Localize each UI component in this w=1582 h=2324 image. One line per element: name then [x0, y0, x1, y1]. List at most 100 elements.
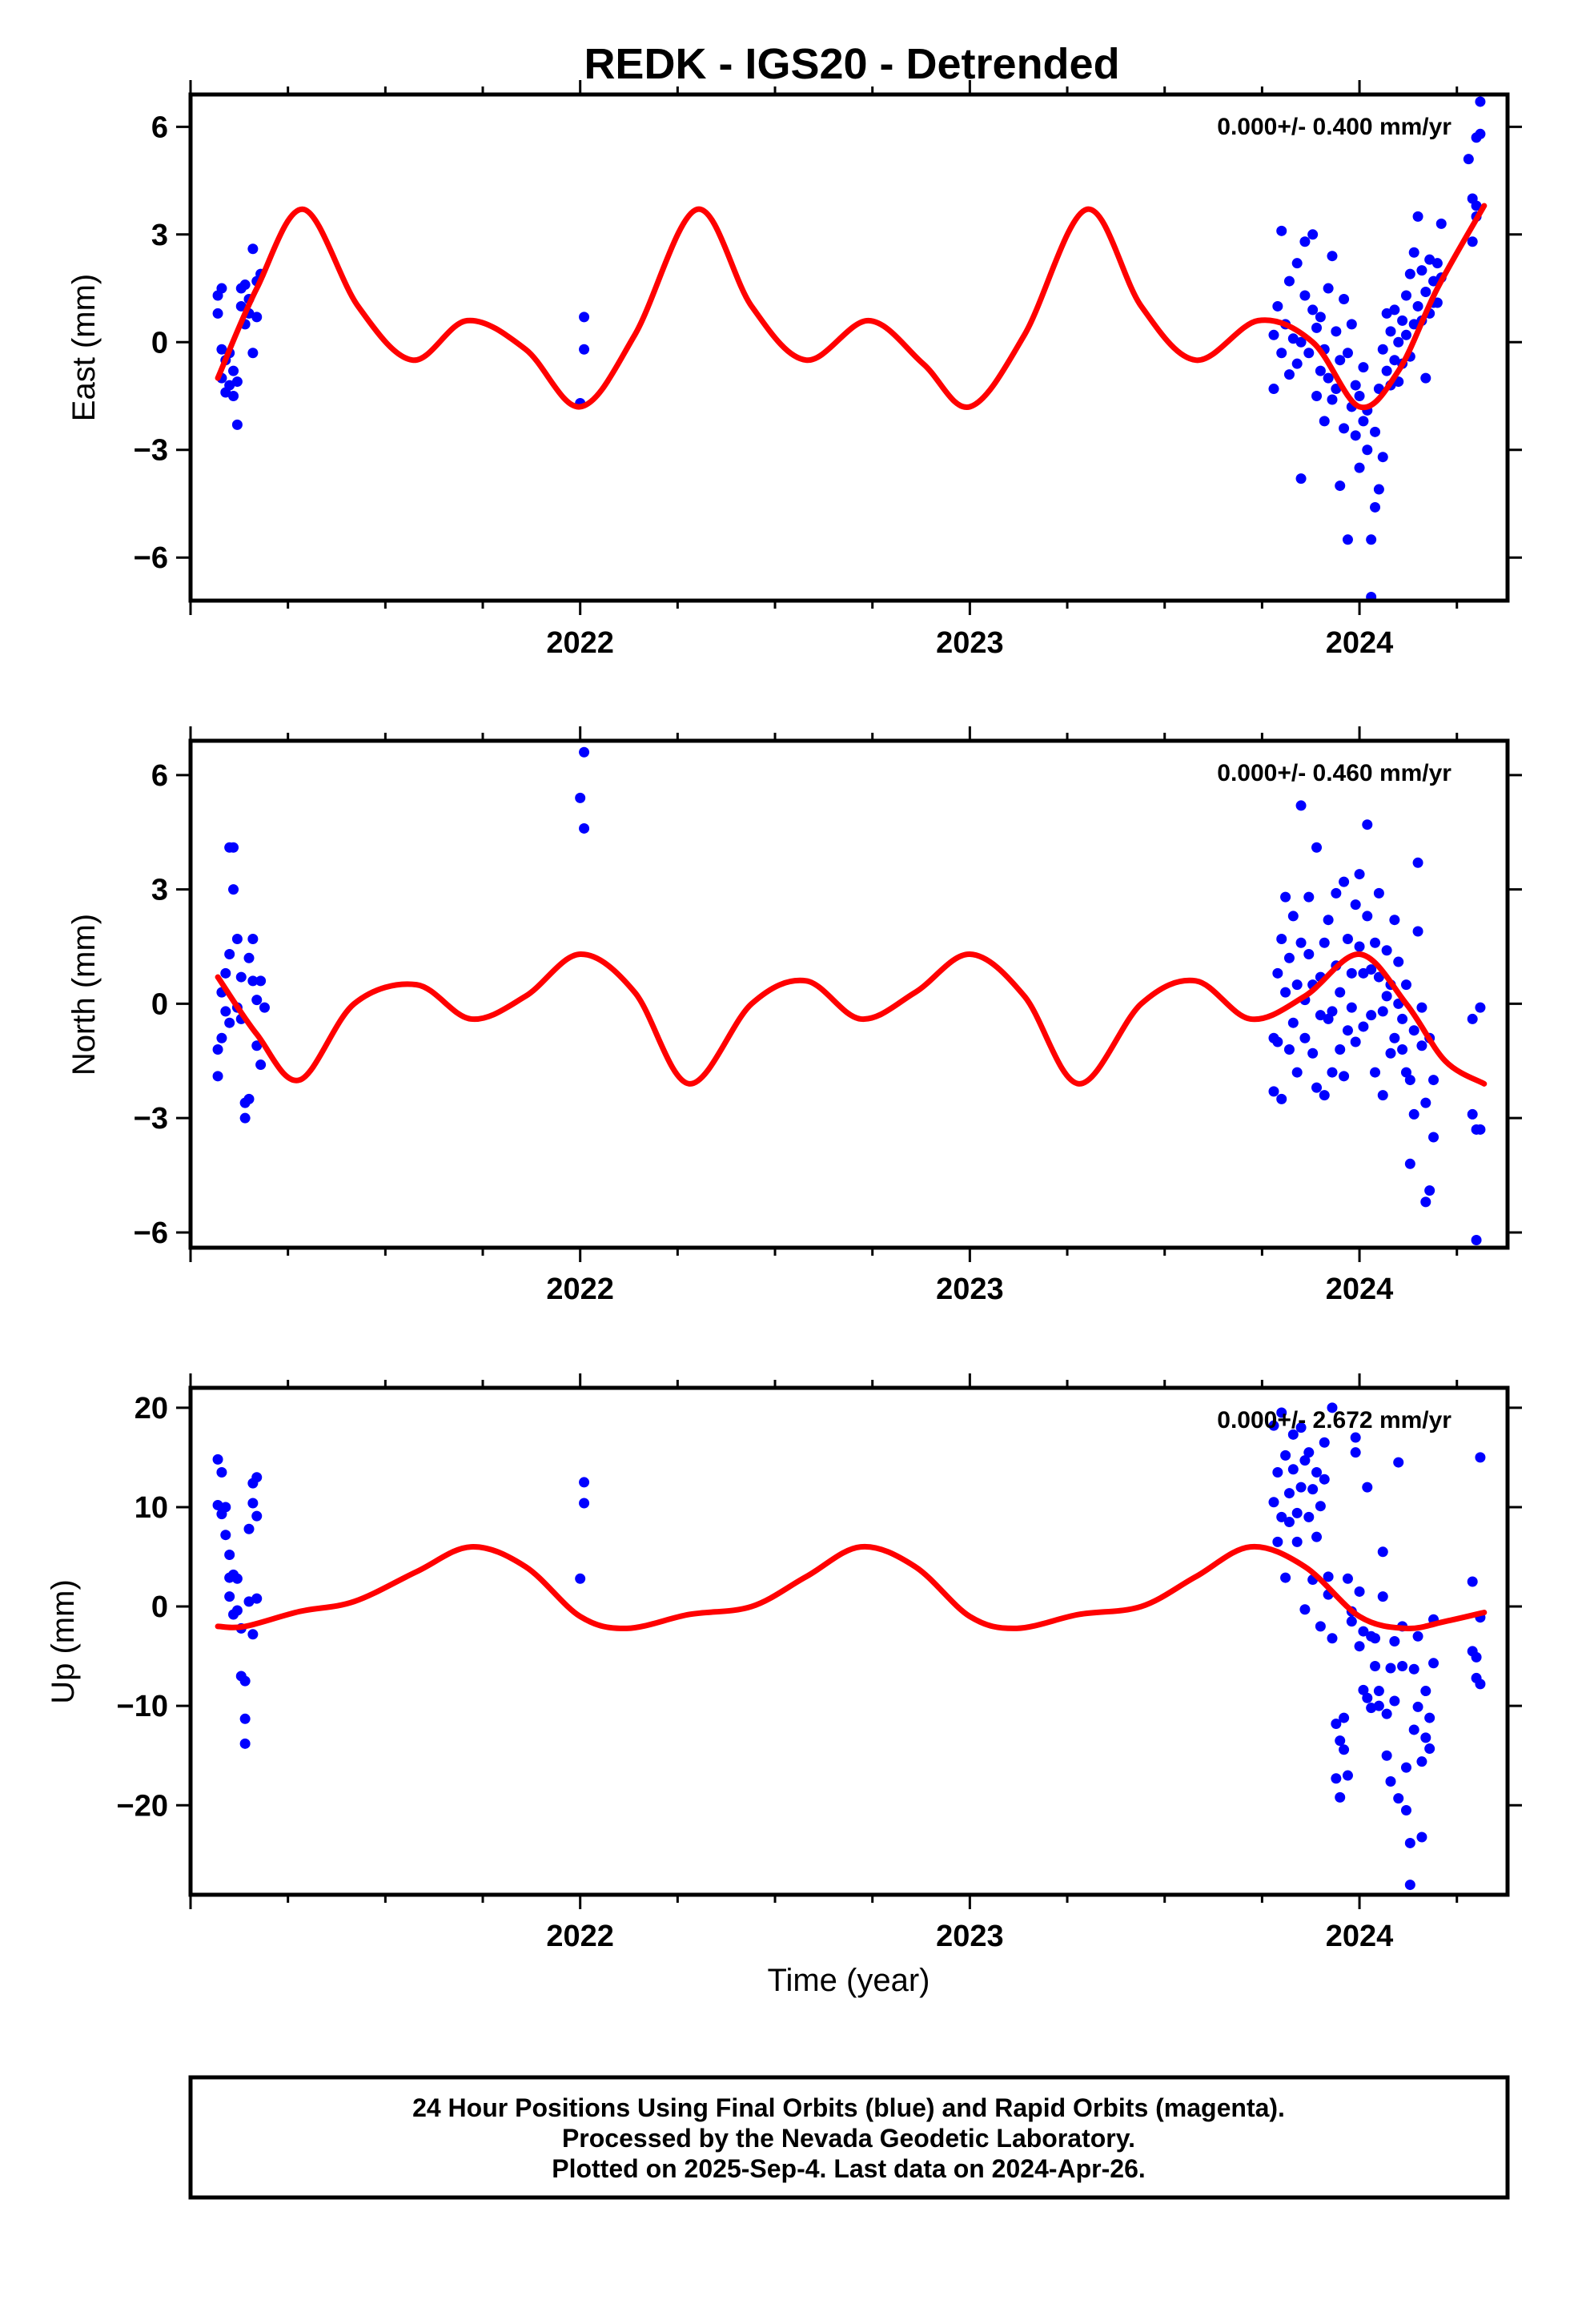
data-point [1404, 1880, 1415, 1891]
data-point [239, 1112, 251, 1124]
data-point [1339, 1712, 1350, 1723]
data-point [1319, 1437, 1330, 1448]
y-tick-label: −3 [134, 434, 168, 468]
data-point [1420, 1686, 1431, 1697]
data-point [239, 1713, 251, 1724]
x-tick-label: 2022 [546, 626, 614, 660]
data-point [255, 975, 267, 987]
data-point [1366, 964, 1377, 975]
data-point [231, 933, 243, 944]
data-point [1354, 1586, 1365, 1597]
data-point [1428, 1132, 1439, 1143]
data-point [579, 746, 590, 758]
data-point [1420, 1097, 1431, 1108]
data-point [243, 1523, 255, 1534]
data-point [1412, 1701, 1423, 1712]
data-point [228, 391, 239, 402]
data-point [1299, 236, 1311, 247]
data-point [1404, 1158, 1415, 1169]
data-point [1319, 416, 1330, 427]
footer-box: 24 Hour Positions Using Final Orbits (bl… [188, 2075, 1510, 2200]
data-point [1412, 300, 1423, 312]
data-point [212, 1499, 223, 1510]
data-point [1291, 358, 1303, 369]
data-point [1283, 952, 1295, 963]
data-point [1424, 1743, 1435, 1755]
data-point [228, 884, 239, 895]
data-point [1389, 304, 1400, 316]
y-tick-label: 3 [151, 874, 168, 907]
data-point [1366, 1010, 1377, 1021]
data-point [1315, 1621, 1326, 1632]
data-point [1381, 991, 1392, 1002]
data-point [1339, 1071, 1350, 1082]
data-point [1295, 800, 1307, 811]
data-point [251, 1510, 263, 1522]
data-point [1416, 1002, 1427, 1013]
x-tick-label: 2024 [1326, 626, 1394, 660]
data-point [251, 995, 263, 1006]
data-point [1358, 967, 1369, 979]
rate-annotation: 0.000+/- 0.400 mm/yr [1217, 114, 1452, 140]
y-tick-label: −3 [134, 1102, 168, 1136]
data-point [1416, 1831, 1427, 1843]
data-point [1346, 319, 1357, 330]
data-point [1319, 1474, 1330, 1485]
data-point [1420, 372, 1431, 384]
data-point [1404, 268, 1415, 279]
data-point [1475, 96, 1486, 107]
data-point [239, 279, 251, 291]
data-point [247, 243, 259, 255]
data-point [1475, 1679, 1486, 1690]
data-point [1358, 1626, 1369, 1637]
data-point [1475, 1002, 1486, 1013]
data-point [1471, 200, 1482, 211]
data-point [1315, 365, 1326, 376]
data-point [1268, 329, 1279, 340]
data-point [1323, 372, 1334, 384]
data-point [1319, 1090, 1330, 1101]
data-point [1283, 369, 1295, 380]
data-point [1315, 1501, 1326, 1512]
data-point [1280, 891, 1291, 903]
y-axis-title: North (mm) [66, 914, 102, 1076]
data-point [1366, 592, 1377, 601]
y-axis-title: Up (mm) [46, 1579, 81, 1704]
plot-frame [188, 738, 1510, 1250]
data-point [1350, 1432, 1361, 1443]
data-point [1280, 987, 1291, 998]
data-point [1420, 287, 1431, 298]
data-point [1291, 1536, 1303, 1547]
data-point [251, 1472, 263, 1483]
data-point [1370, 426, 1381, 437]
data-point [1428, 1075, 1439, 1086]
y-tick-label: 0 [151, 987, 168, 1021]
data-point [1287, 1429, 1299, 1440]
y-tick-label: 10 [135, 1491, 168, 1525]
data-point [1362, 444, 1373, 456]
plot-frame [188, 1385, 1510, 1897]
data-point [1335, 1735, 1346, 1747]
data-point [1276, 225, 1287, 236]
data-point [1475, 1124, 1486, 1135]
data-point [1366, 1703, 1377, 1714]
data-point [251, 312, 263, 323]
data-point [1287, 333, 1299, 344]
data-point [1463, 154, 1474, 165]
data-point [1373, 1686, 1384, 1697]
data-point [1381, 365, 1392, 376]
data-point [1303, 949, 1315, 960]
x-axis-title: Time (year) [768, 1963, 930, 1998]
data-point [1416, 1756, 1427, 1767]
data-point [1370, 1633, 1381, 1644]
data-point [1280, 1572, 1291, 1583]
data-point [1303, 891, 1315, 903]
data-point [1276, 1511, 1287, 1522]
data-point [1377, 1591, 1388, 1602]
data-point [1400, 329, 1411, 340]
data-point [1397, 1661, 1408, 1672]
data-point [224, 1550, 235, 1561]
data-point [212, 1071, 223, 1082]
data-point [1299, 1032, 1311, 1043]
data-point [1295, 336, 1307, 348]
